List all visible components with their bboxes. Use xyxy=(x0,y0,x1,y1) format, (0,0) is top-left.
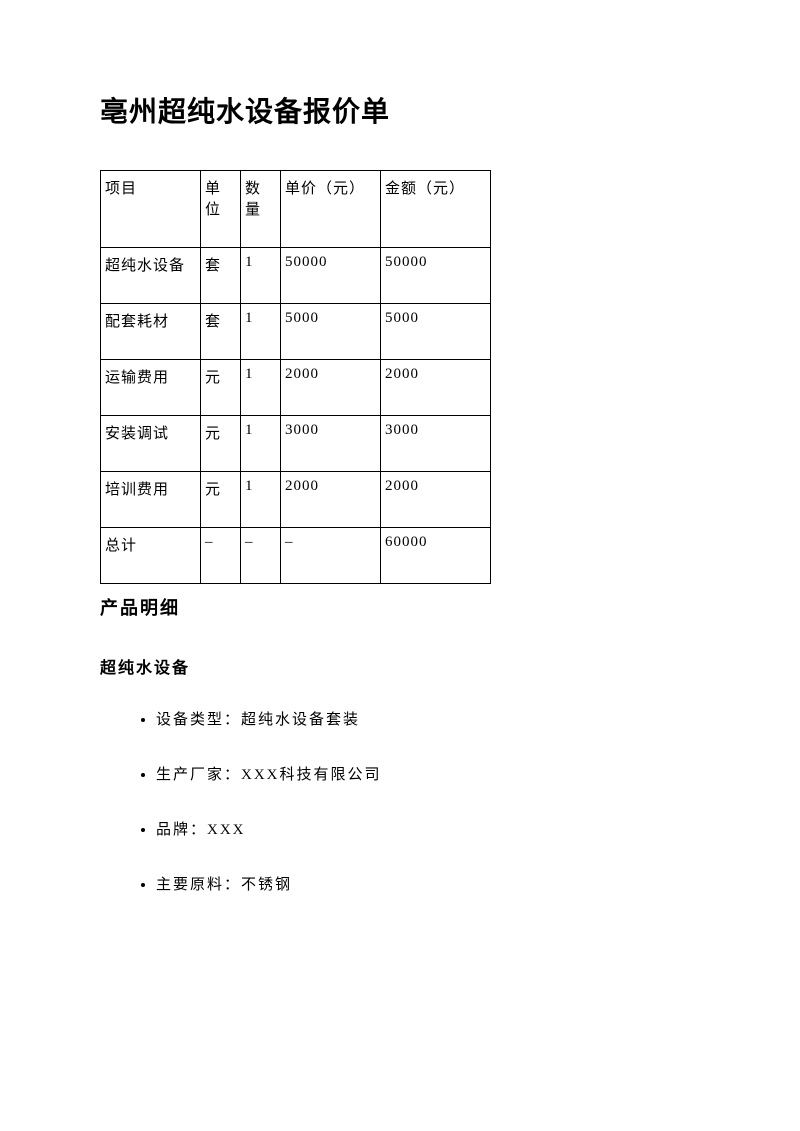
cell-unit: 元 xyxy=(201,472,241,528)
cell-price: 3000 xyxy=(281,416,381,472)
table-row: 超纯水设备 套 1 50000 50000 xyxy=(101,248,491,304)
table-row: 配套耗材 套 1 5000 5000 xyxy=(101,304,491,360)
cell-price: – xyxy=(281,528,381,584)
cell-unit: 套 xyxy=(201,248,241,304)
cell-qty: 1 xyxy=(241,472,281,528)
cell-item: 培训费用 xyxy=(101,472,201,528)
cell-item: 运输费用 xyxy=(101,360,201,416)
table-row: 培训费用 元 1 2000 2000 xyxy=(101,472,491,528)
list-item: 主要原料：不锈钢 xyxy=(156,873,700,894)
list-item: 品牌：XXX xyxy=(156,818,700,839)
cell-unit: – xyxy=(201,528,241,584)
list-item: 生产厂家：XXX科技有限公司 xyxy=(156,763,700,784)
table-row: 运输费用 元 1 2000 2000 xyxy=(101,360,491,416)
cell-unit: 套 xyxy=(201,304,241,360)
cell-amount: 50000 xyxy=(381,248,491,304)
cell-price: 50000 xyxy=(281,248,381,304)
cell-item: 总计 xyxy=(101,528,201,584)
section-title: 产品明细 xyxy=(100,594,700,620)
cell-qty: 1 xyxy=(241,360,281,416)
cell-price: 5000 xyxy=(281,304,381,360)
cell-item: 超纯水设备 xyxy=(101,248,201,304)
cell-amount: 60000 xyxy=(381,528,491,584)
header-amount: 金额（元） xyxy=(381,171,491,248)
list-item: 设备类型：超纯水设备套装 xyxy=(156,708,700,729)
header-qty: 数量 xyxy=(241,171,281,248)
table-row: 安装调试 元 1 3000 3000 xyxy=(101,416,491,472)
header-price: 单价（元） xyxy=(281,171,381,248)
quotation-table: 项目 单位 数量 单价（元） 金额（元） 超纯水设备 套 1 50000 500… xyxy=(100,170,491,584)
table-header-row: 项目 单位 数量 单价（元） 金额（元） xyxy=(101,171,491,248)
header-item: 项目 xyxy=(101,171,201,248)
cell-qty: 1 xyxy=(241,304,281,360)
table-row-total: 总计 – – – 60000 xyxy=(101,528,491,584)
cell-item: 配套耗材 xyxy=(101,304,201,360)
cell-item: 安装调试 xyxy=(101,416,201,472)
cell-price: 2000 xyxy=(281,360,381,416)
subsection-title: 超纯水设备 xyxy=(100,654,700,678)
cell-amount: 2000 xyxy=(381,472,491,528)
cell-amount: 5000 xyxy=(381,304,491,360)
cell-price: 2000 xyxy=(281,472,381,528)
cell-amount: 2000 xyxy=(381,360,491,416)
cell-amount: 3000 xyxy=(381,416,491,472)
cell-unit: 元 xyxy=(201,416,241,472)
cell-qty: – xyxy=(241,528,281,584)
cell-unit: 元 xyxy=(201,360,241,416)
header-unit: 单位 xyxy=(201,171,241,248)
cell-qty: 1 xyxy=(241,416,281,472)
cell-qty: 1 xyxy=(241,248,281,304)
page-title: 亳州超纯水设备报价单 xyxy=(100,90,700,130)
details-list: 设备类型：超纯水设备套装 生产厂家：XXX科技有限公司 品牌：XXX 主要原料：… xyxy=(100,708,700,894)
